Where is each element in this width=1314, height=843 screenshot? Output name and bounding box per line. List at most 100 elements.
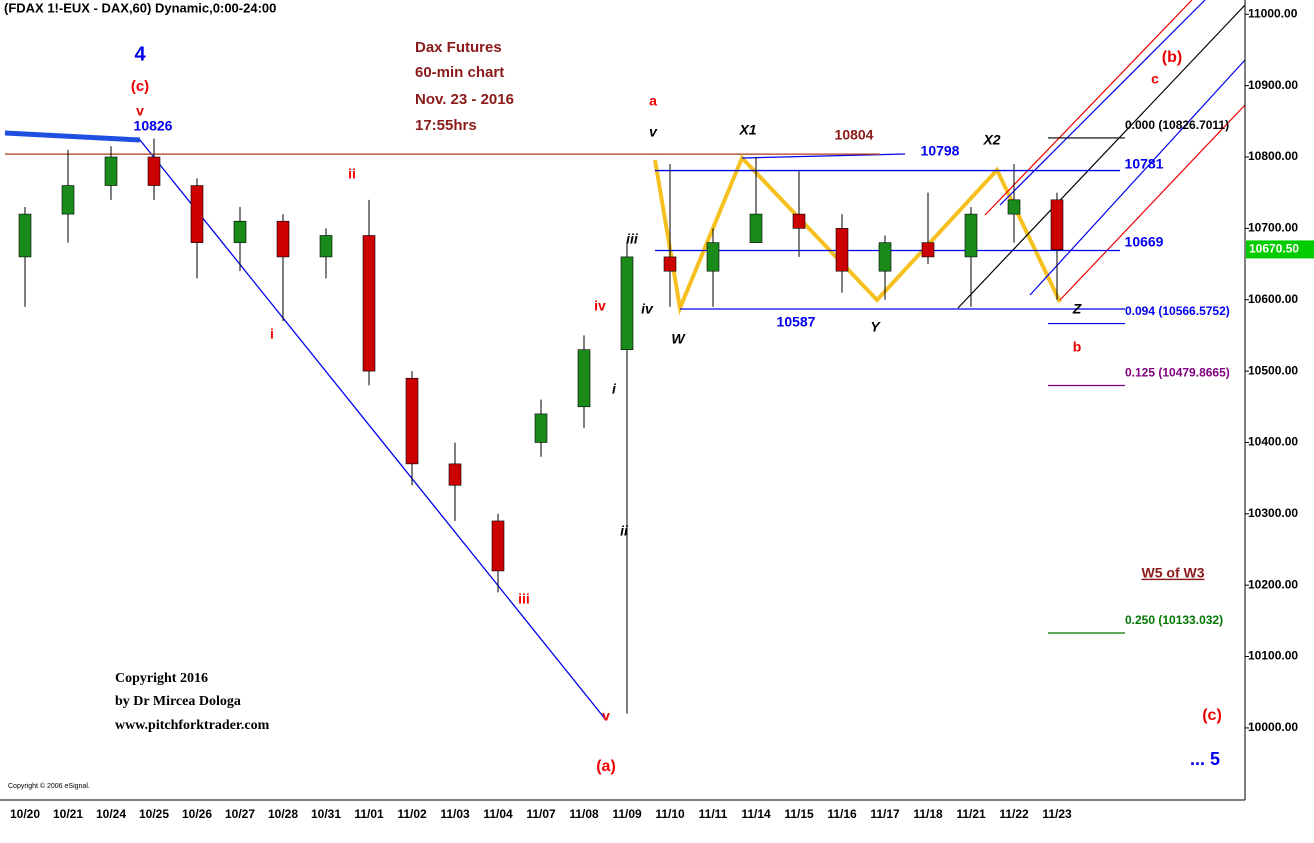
y-tick-label: 10100.00: [1248, 649, 1298, 663]
source: Copyright © 2006 eSignal.: [8, 782, 90, 790]
candle-body: [577, 349, 591, 408]
candle-body: [964, 213, 978, 258]
candle-body: [491, 520, 505, 572]
candle-body: [1007, 199, 1021, 215]
x-tick-label: 11/10: [655, 807, 685, 821]
x-tick-label: 10/26: [182, 807, 212, 821]
annotation: (c): [1202, 707, 1222, 724]
annotation: (a): [596, 758, 616, 775]
x-tick-label: 11/09: [612, 807, 642, 821]
annotation: ii: [348, 166, 356, 182]
candle-body: [276, 220, 290, 258]
pitchfork-median: [957, 4, 1246, 309]
annotation: X1: [738, 122, 756, 138]
x-tick-label: 11/01: [354, 807, 384, 821]
annotation: W5 of W3: [1142, 565, 1205, 581]
candle-body: [61, 185, 75, 215]
annotation: Dax Futures: [415, 39, 502, 56]
annotation: v: [602, 708, 610, 724]
thick-trend-line: [4, 130, 141, 143]
x-tick-label: 11/17: [870, 807, 900, 821]
fib-label: 0.250 (10133.032): [1125, 613, 1223, 627]
pitchfork-line: [1059, 104, 1246, 301]
annotation: i: [612, 381, 617, 397]
fib-label: 0.000 (10826.7011): [1125, 118, 1229, 132]
annotation: 10804: [835, 127, 874, 143]
annotation: X2: [982, 132, 1000, 148]
copyright: by Dr Mircea Dologa: [115, 694, 241, 709]
x-tick-label: 11/14: [741, 807, 771, 821]
annotation: 10826: [134, 118, 173, 134]
annotation: Z: [1072, 301, 1082, 317]
x-tick-label: 11/04: [483, 807, 513, 821]
annotation: a: [649, 93, 657, 109]
annotation: ii: [620, 523, 629, 539]
y-tick-label: 10000.00: [1248, 720, 1298, 734]
annotation: v: [136, 103, 144, 119]
x-tick-label: 10/25: [139, 807, 169, 821]
y-tick-label: 10700.00: [1248, 221, 1298, 235]
annotation: 10587: [777, 314, 816, 330]
x-tick-label: 11/22: [999, 807, 1029, 821]
chart-title: (FDAX 1!-EUX - DAX,60) Dynamic,0:00-24:0…: [4, 0, 276, 15]
annotation: 60-min chart: [415, 64, 504, 81]
annotation: 4: [134, 43, 146, 65]
candle-body: [405, 377, 419, 465]
annotation: (b): [1162, 49, 1182, 66]
candle-body: [663, 256, 677, 272]
annotation: 10781: [1125, 156, 1164, 172]
copyright: www.pitchforktrader.com: [115, 718, 270, 733]
candle-body: [147, 156, 161, 186]
annotation: b: [1073, 339, 1082, 355]
x-tick-label: 11/08: [569, 807, 599, 821]
candle-body: [319, 235, 333, 258]
annotation: iii: [518, 591, 530, 607]
annotation: ... 5: [1190, 749, 1220, 769]
x-tick-label: 11/03: [440, 807, 470, 821]
candle-body: [448, 463, 462, 486]
annotation: iv: [594, 298, 606, 314]
annotation: W: [671, 331, 686, 347]
annotation: v: [649, 124, 658, 140]
candle-body: [878, 242, 892, 272]
annotation: 10798: [921, 143, 960, 159]
x-tick-label: 10/20: [10, 807, 40, 821]
y-tick-label: 10800.00: [1248, 149, 1298, 163]
last-price-label: 10670.50: [1249, 242, 1299, 256]
annotation: i: [270, 326, 274, 342]
candle-body: [921, 242, 935, 258]
x-tick-label: 10/31: [311, 807, 341, 821]
y-tick-label: 11000.00: [1248, 6, 1298, 20]
x-tick-label: 11/21: [956, 807, 986, 821]
x-tick-label: 10/27: [225, 807, 255, 821]
candle-body: [18, 213, 32, 258]
candle-body: [620, 256, 634, 350]
candle-body: [792, 213, 806, 229]
x-tick-label: 11/07: [526, 807, 556, 821]
trend-line: [139, 139, 607, 721]
candle-body: [104, 156, 118, 186]
candle-body: [190, 185, 204, 243]
y-tick-label: 10600.00: [1248, 292, 1298, 306]
x-tick-label: 11/11: [699, 807, 728, 821]
annotation: 10669: [1125, 234, 1164, 250]
x-tick-label: 11/23: [1042, 807, 1072, 821]
pitchfork-line: [984, 0, 1193, 216]
annotation: c: [1151, 71, 1159, 87]
x-tick-label: 10/21: [53, 807, 83, 821]
annotation: iv: [641, 301, 654, 317]
y-tick-label: 10500.00: [1248, 363, 1298, 377]
x-tick-label: 11/18: [913, 807, 943, 821]
y-tick-label: 10900.00: [1248, 78, 1298, 92]
annotation: 17:55hrs: [415, 117, 477, 134]
pitchfork-line: [1029, 59, 1246, 296]
fib-label: 0.125 (10479.8665): [1125, 366, 1230, 380]
candle-body: [233, 220, 247, 243]
candle-body: [534, 413, 548, 443]
candle-body: [362, 235, 376, 372]
x-tick-label: 10/24: [96, 807, 126, 821]
candle-body: [1050, 199, 1064, 251]
x-tick-label: 11/02: [397, 807, 427, 821]
